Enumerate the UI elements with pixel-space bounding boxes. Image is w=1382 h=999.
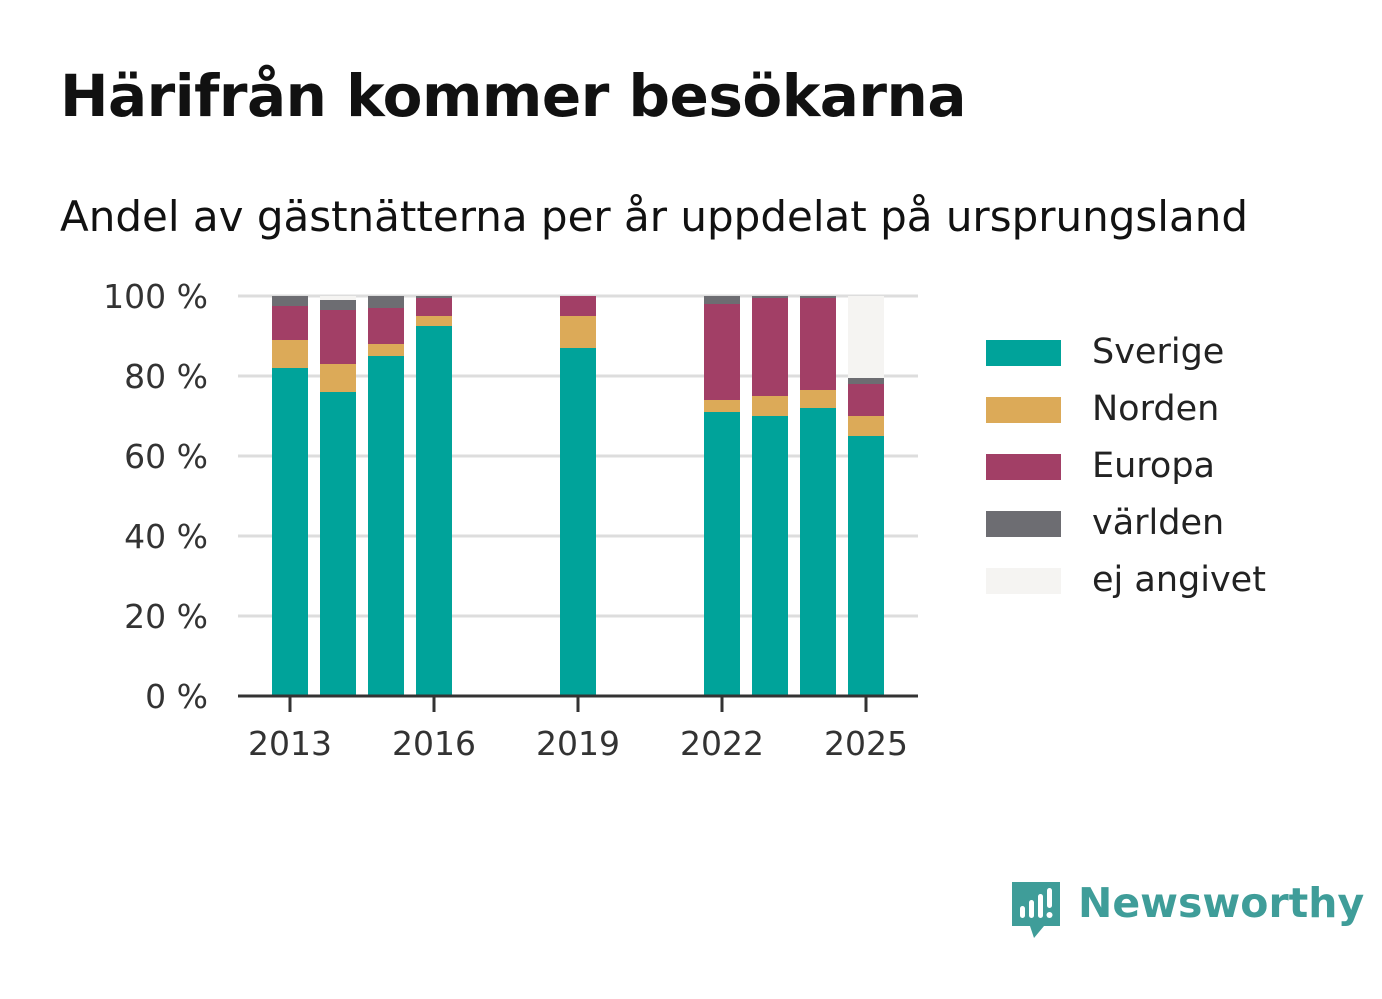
bar-segment <box>752 396 788 416</box>
bar-segment <box>368 356 404 696</box>
bar-segment <box>368 344 404 356</box>
x-tick-label: 2016 <box>392 724 476 763</box>
bar-segment <box>272 368 308 696</box>
legend-swatch <box>986 568 1061 594</box>
x-tick-label: 2025 <box>824 724 908 763</box>
bar-segment <box>416 296 452 298</box>
bar-segment <box>320 392 356 696</box>
legend-label: Europa <box>1092 446 1215 486</box>
bar-segment <box>800 390 836 408</box>
bar-segment <box>704 296 740 304</box>
bar-segment <box>752 416 788 696</box>
y-tick-label: 60 % <box>124 437 208 476</box>
y-tick-label: 0 % <box>145 677 208 716</box>
x-tick-label: 2013 <box>248 724 332 763</box>
legend-label: ej angivet <box>1092 560 1266 600</box>
bar-segment <box>704 400 740 412</box>
legend-label: världen <box>1092 503 1225 543</box>
legend-label: Sverige <box>1092 332 1225 372</box>
brand-logo: Newsworthy <box>1010 878 1364 942</box>
bar-segment <box>416 298 452 316</box>
bar-segment <box>320 310 356 364</box>
legend-item: ej angivet <box>986 558 1316 602</box>
legend-item: Sverige <box>986 330 1316 374</box>
bar-segment <box>752 296 788 298</box>
legend-swatch <box>986 511 1061 537</box>
legend-item: Norden <box>986 387 1316 431</box>
legend-item: Europa <box>986 444 1316 488</box>
bar-segment <box>320 296 356 300</box>
y-tick-label: 100 % <box>103 277 208 316</box>
bar-segment <box>560 316 596 348</box>
bar-segment <box>848 296 884 378</box>
chart-subtitle: Andel av gästnätterna per år uppdelat på… <box>60 192 1248 241</box>
bar-segment <box>704 304 740 400</box>
legend-swatch <box>986 454 1061 480</box>
y-tick-label: 80 % <box>124 357 208 396</box>
bar-segment <box>800 296 836 298</box>
legend-item: världen <box>986 501 1316 545</box>
bar-segment <box>848 436 884 696</box>
bar-segment <box>368 308 404 344</box>
legend-swatch <box>986 397 1061 423</box>
bar-segment <box>800 298 836 390</box>
bar-segment <box>560 348 596 696</box>
bar-segment <box>848 416 884 436</box>
bar-segment <box>800 408 836 696</box>
bar-segment <box>320 300 356 310</box>
bar-segment <box>272 340 308 368</box>
bar-segment <box>272 306 308 340</box>
bar-segment <box>848 378 884 384</box>
chart-title: Härifrån kommer besökarna <box>60 62 966 130</box>
newsworthy-logo-icon <box>1012 882 1060 938</box>
bar-segment <box>416 326 452 696</box>
bar-segment <box>416 316 452 326</box>
legend-swatch <box>986 340 1061 366</box>
brand-name: Newsworthy <box>1078 879 1365 927</box>
y-tick-label: 40 % <box>124 517 208 556</box>
bar-segment <box>752 298 788 396</box>
bar-segment <box>272 296 308 306</box>
bar-segment <box>704 412 740 696</box>
legend-label: Norden <box>1092 389 1220 429</box>
y-tick-label: 20 % <box>124 597 208 636</box>
bar-segment <box>560 296 596 316</box>
x-tick-label: 2019 <box>536 724 620 763</box>
x-tick-label: 2022 <box>680 724 764 763</box>
bar-segment <box>368 296 404 308</box>
bar-segment <box>320 364 356 392</box>
bar-segment <box>848 384 884 416</box>
